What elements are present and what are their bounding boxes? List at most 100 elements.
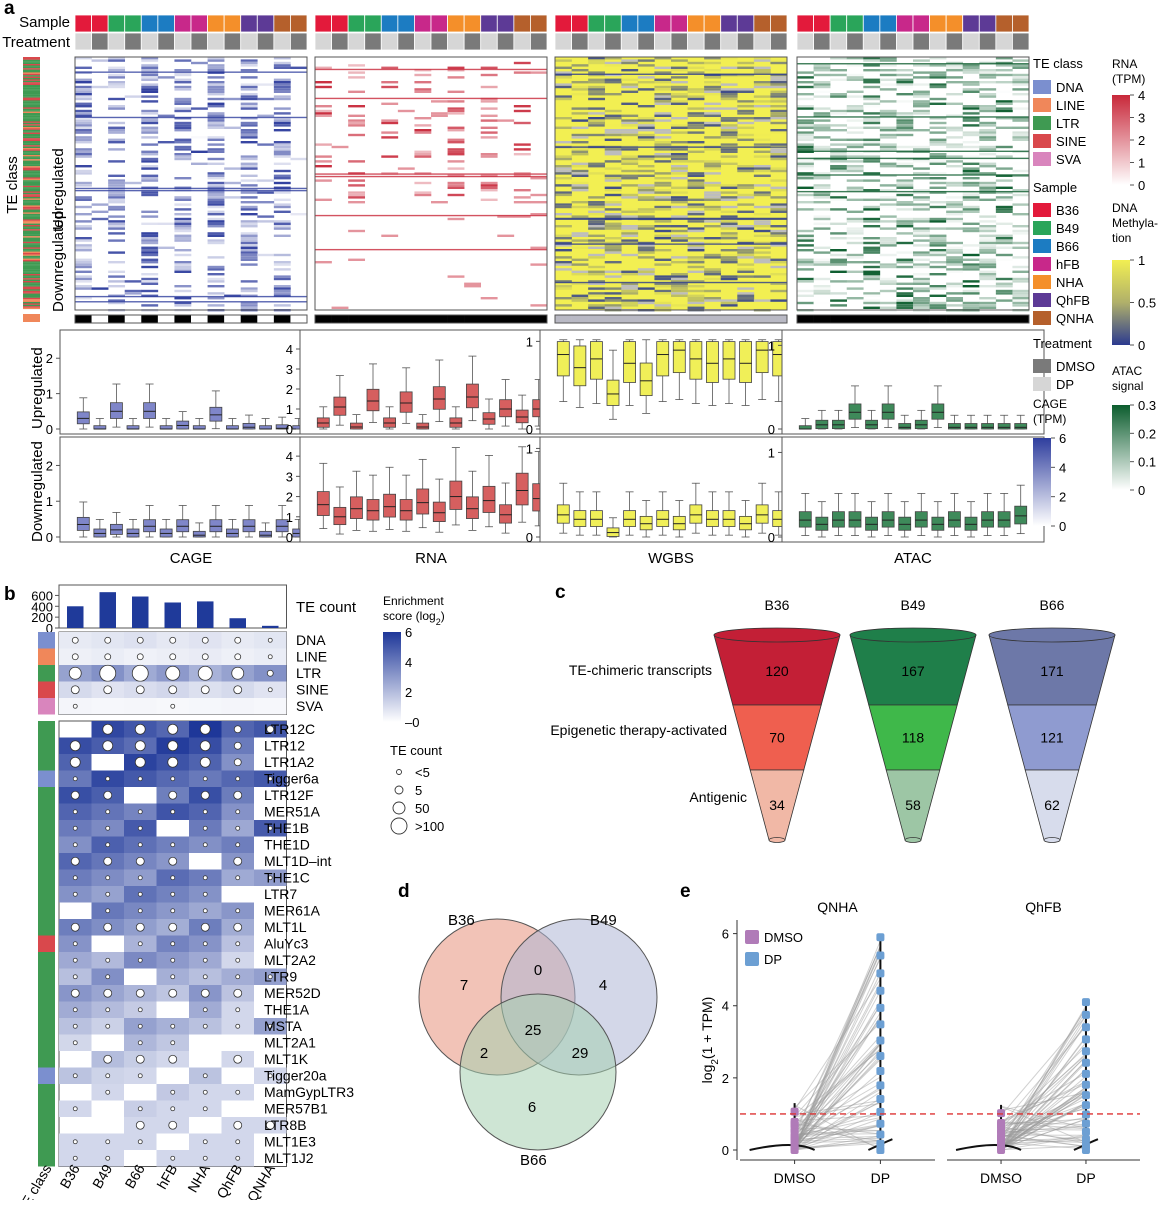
y-tick-label: 0 [46, 422, 53, 437]
heatmap-cell [863, 315, 880, 323]
heatmap-cell [963, 307, 980, 309]
heatmap-cell [913, 93, 930, 95]
heatmap-cell [688, 131, 705, 133]
box [433, 387, 445, 410]
heatmap-cell [704, 81, 721, 83]
heatmap-cell [1012, 67, 1029, 69]
heatmap-cell [431, 112, 448, 114]
heatmap-cell [946, 206, 963, 208]
count-dot [138, 1074, 142, 1078]
heatmap-cell [381, 136, 398, 138]
heatmap-cell [896, 232, 913, 234]
heatmap-cell [481, 100, 498, 102]
heatmap-cell [737, 275, 754, 277]
heatmap-cell [930, 244, 947, 246]
family-row-label: MSTA [264, 1018, 303, 1034]
treatment-cell [224, 33, 241, 50]
heatmap-cell [448, 187, 465, 189]
heatmap-cell [896, 295, 913, 297]
heatmap-cell [588, 201, 605, 203]
heatmap-cell [996, 167, 1013, 169]
heatmap-cell [770, 81, 787, 83]
count-dot [106, 826, 110, 830]
te-class-band [23, 170, 40, 172]
heatmap-cell [1012, 292, 1029, 294]
count-dot [138, 958, 142, 962]
heatmap-cell [704, 107, 721, 109]
te-class-band [23, 253, 40, 255]
sample-cell [290, 15, 307, 32]
heatmap-cell [896, 69, 913, 71]
heatmap-stripe [75, 71, 307, 72]
count-dot [106, 1074, 110, 1078]
atac-colorbar [1112, 405, 1130, 490]
te-class-band [23, 292, 40, 294]
heatmap-cell [770, 93, 787, 95]
heatmap-cell [963, 163, 980, 165]
heatmap-cell [754, 184, 771, 186]
heatmap-cell [754, 165, 771, 167]
boxplot-atac-down: 01 [768, 437, 1044, 545]
heatmap-cell [721, 143, 738, 145]
heatmap-cell [863, 273, 880, 275]
size-legend-label: 5 [415, 783, 422, 798]
heatmap-cell [688, 95, 705, 97]
heatmap-cell [241, 244, 258, 246]
heatmap-cell [274, 203, 291, 205]
heatmap-cell [274, 151, 291, 153]
count-dot [234, 1121, 242, 1129]
family-row-label: Tigger6a [264, 771, 319, 787]
heatmap-cell [621, 177, 638, 179]
te-class-band [23, 57, 40, 59]
heatmap-cell [930, 251, 947, 253]
heatmap-cell [241, 98, 258, 100]
count-dot [135, 724, 145, 734]
heatmap-cell [880, 74, 897, 76]
te-class-band [23, 141, 40, 143]
heatmap-cell [721, 117, 738, 119]
heatmap-cell [847, 230, 864, 232]
heatmap-cell [896, 292, 913, 294]
enrichment-tick-label: 6 [405, 625, 412, 640]
heatmap-cell [75, 261, 92, 263]
heatmap-cell [108, 98, 125, 100]
heatmap-cell [671, 196, 688, 198]
heatmap-cell [704, 86, 721, 88]
heatmap-cell [671, 235, 688, 237]
heatmap-cell [654, 259, 671, 261]
dp-point [876, 1140, 884, 1148]
heatmap-cell [588, 139, 605, 141]
heatmap-cell [621, 131, 638, 133]
heatmap-cell [555, 117, 572, 119]
te-class-band [23, 112, 40, 114]
count-dot [106, 777, 110, 781]
sample-cell [381, 15, 398, 32]
heatmap-cell [737, 122, 754, 124]
heatmap-cell [605, 297, 622, 299]
heatmap-cell [125, 95, 142, 97]
box [193, 531, 205, 537]
dna-tick-label: 0.5 [1138, 296, 1156, 311]
heatmap-cell [797, 302, 814, 304]
heatmap-cell [572, 259, 589, 261]
heatmap-cell [963, 71, 980, 73]
heatmap-cell [191, 315, 208, 323]
legend-swatch-line [1033, 98, 1051, 112]
heatmap-cell [174, 213, 191, 215]
box [77, 412, 89, 424]
heatmap-cell [621, 103, 638, 105]
box [624, 342, 636, 383]
heatmap-cell [704, 290, 721, 292]
heatmap-cell [721, 215, 738, 217]
heatmap-cell [946, 143, 963, 145]
box [350, 423, 362, 429]
heatmap-cell [721, 129, 738, 131]
heatmap-cell [621, 86, 638, 88]
heatmap-cell [737, 251, 754, 253]
heatmap-cell [979, 235, 996, 237]
heatmap-cell [588, 295, 605, 297]
heatmap-cell [481, 189, 498, 191]
heatmap-cell [847, 155, 864, 157]
box [574, 346, 586, 386]
